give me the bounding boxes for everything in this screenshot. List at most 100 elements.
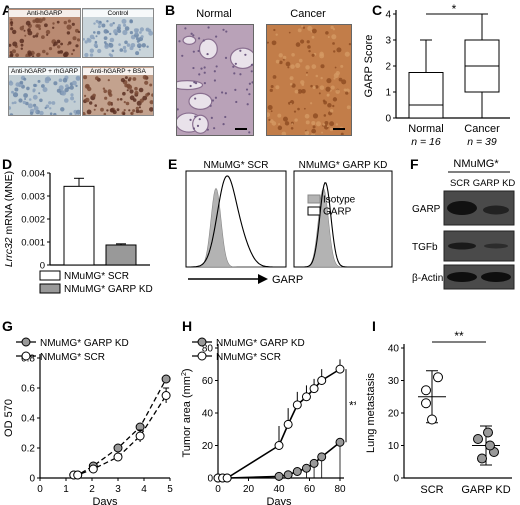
data-point xyxy=(135,431,145,441)
cell-nucleus xyxy=(39,110,44,115)
cell-nucleus xyxy=(267,112,271,118)
cell-nucleus xyxy=(100,107,104,112)
cell-nucleus xyxy=(94,40,98,44)
cell-nucleus xyxy=(209,104,212,107)
cell-nucleus xyxy=(57,45,61,49)
x-tick-label: 1 xyxy=(63,484,69,495)
cell-nucleus xyxy=(20,43,24,47)
cell-nucleus xyxy=(181,54,184,57)
cell-nucleus xyxy=(142,75,148,80)
cell-nucleus xyxy=(9,54,14,57)
cell-nucleus xyxy=(23,77,27,81)
cell-nucleus xyxy=(278,123,281,126)
cell-nucleus xyxy=(311,28,317,34)
cell-nucleus xyxy=(198,118,201,121)
cell-nucleus xyxy=(333,50,336,53)
cell-nucleus xyxy=(70,96,75,101)
cell-nucleus xyxy=(327,36,330,39)
cell-nucleus xyxy=(278,53,283,58)
y-tick-label: 1 xyxy=(385,88,391,99)
cell-nucleus xyxy=(305,73,308,77)
x-tick-label: 0 xyxy=(215,484,221,495)
cell-nucleus xyxy=(133,28,138,33)
cell-nucleus xyxy=(248,93,251,96)
cell-nucleus xyxy=(215,35,218,38)
cell-nucleus xyxy=(305,65,310,70)
cell-nucleus xyxy=(340,132,344,135)
cell-nucleus xyxy=(335,123,339,126)
significance-marker: ** xyxy=(454,329,464,343)
cell-nucleus xyxy=(304,130,310,135)
cell-nucleus xyxy=(315,74,319,78)
cell-nucleus xyxy=(287,66,290,69)
data-point xyxy=(73,470,83,480)
data-point xyxy=(477,453,487,464)
cell-nucleus xyxy=(136,43,142,49)
y-tick-label: 0 xyxy=(393,474,399,485)
cell-nucleus xyxy=(329,121,335,127)
cell-nucleus xyxy=(129,31,133,35)
cell-nucleus xyxy=(109,23,113,27)
cell-nucleus xyxy=(268,118,271,121)
cell-nucleus xyxy=(86,109,92,115)
histogram-title: NMuMG* GARP KD xyxy=(299,160,388,171)
cell-nucleus xyxy=(332,42,335,45)
cell-nucleus xyxy=(314,85,319,89)
data-point xyxy=(309,384,319,394)
data-point xyxy=(88,464,98,474)
data-point xyxy=(421,398,431,409)
cell-nucleus xyxy=(64,98,69,103)
cell-nucleus xyxy=(49,107,52,110)
x-tick-label: 60 xyxy=(304,484,316,495)
cell-nucleus xyxy=(122,91,126,96)
cell-nucleus xyxy=(124,26,130,31)
cell-nucleus xyxy=(214,96,218,99)
cell-nucleus xyxy=(32,55,35,57)
cell-nucleus xyxy=(197,37,201,40)
cell-nucleus xyxy=(192,127,195,130)
cell-nucleus xyxy=(211,99,215,102)
cell-nucleus xyxy=(66,31,71,35)
cell-nucleus xyxy=(107,79,110,82)
box-normal xyxy=(408,72,444,119)
cell-nucleus xyxy=(24,98,27,100)
cell-nucleus xyxy=(120,78,125,83)
cell-nucleus xyxy=(244,53,247,56)
y-tick-label: 3 xyxy=(385,36,391,47)
legend-label: NMuMG* GARP KD xyxy=(64,284,153,295)
cell-nucleus xyxy=(53,112,57,115)
legend-marker xyxy=(197,351,207,361)
cell-nucleus xyxy=(107,91,112,96)
cell-nucleus xyxy=(139,31,142,34)
y-tick-label: 2 xyxy=(385,62,391,73)
cell-nucleus xyxy=(196,124,200,128)
cell-nucleus xyxy=(297,89,303,94)
cell-nucleus xyxy=(44,106,47,110)
blot-column-label: GARP KD xyxy=(473,178,516,189)
y-axis-label-rest: mRNA (MNE) xyxy=(3,171,15,238)
cell-nucleus xyxy=(335,89,340,94)
cell-nucleus xyxy=(298,58,303,63)
cell-nucleus xyxy=(284,121,290,126)
cell-nucleus xyxy=(127,84,133,90)
cell-nucleus xyxy=(11,91,14,93)
y-tick-label: 4 xyxy=(385,10,391,21)
cell-nucleus xyxy=(124,40,128,45)
panel-b-caption-1: Normal xyxy=(196,8,232,20)
cell-nucleus xyxy=(12,49,16,54)
cell-nucleus xyxy=(97,48,102,54)
data-point xyxy=(292,400,302,410)
cell-nucleus xyxy=(41,35,45,39)
cell-nucleus xyxy=(148,30,153,36)
cell-nucleus xyxy=(75,75,80,81)
cell-nucleus xyxy=(248,82,251,85)
cell-nucleus xyxy=(271,121,277,126)
cell-nucleus xyxy=(327,103,332,108)
cell-nucleus xyxy=(332,104,335,108)
cell-nucleus xyxy=(273,28,276,32)
band xyxy=(447,201,477,215)
cell-nucleus xyxy=(38,92,41,95)
cell-nucleus xyxy=(84,40,88,44)
cell-nucleus xyxy=(118,43,121,46)
